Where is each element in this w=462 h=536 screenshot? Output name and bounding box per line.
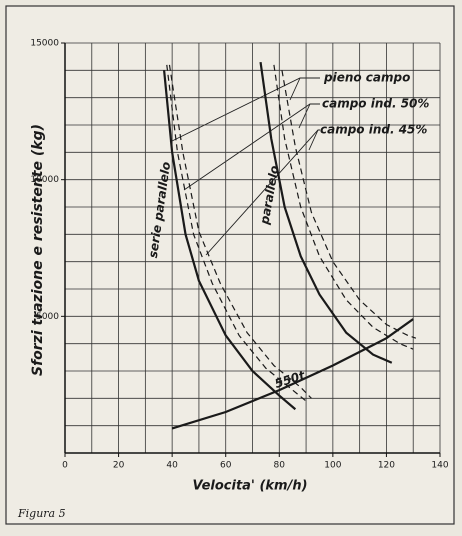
y-tick-label: 5000	[36, 312, 59, 322]
y-tick-label: 10000	[30, 175, 59, 185]
x-tick-label: 80	[274, 461, 286, 471]
x-tick-label: 120	[378, 461, 395, 471]
annotation: campo ind. 50%	[322, 97, 429, 111]
x-tick-label: 40	[166, 461, 178, 471]
y-axis-label: Sforzi trazione e resistente (kg)	[30, 124, 46, 376]
curve	[171, 318, 414, 430]
annotation: campo ind. 45%	[320, 123, 427, 137]
frame	[5, 5, 455, 525]
x-axis-label: Velocita' (km/h)	[192, 479, 307, 494]
y-tick-label: 15000	[30, 39, 59, 49]
x-tick-label: 140	[431, 461, 448, 471]
x-tick-label: 100	[324, 461, 341, 471]
x-tick-label: 20	[113, 461, 125, 471]
caption: Figura 5	[17, 507, 66, 520]
leader-lines	[169, 77, 320, 256]
curve	[259, 61, 393, 364]
annotation: pieno campo	[323, 71, 410, 85]
curve	[273, 64, 414, 350]
curve	[281, 70, 417, 339]
x-tick-label: 60	[220, 461, 232, 471]
curve	[168, 64, 312, 399]
x-tick-label: 0	[62, 461, 68, 471]
